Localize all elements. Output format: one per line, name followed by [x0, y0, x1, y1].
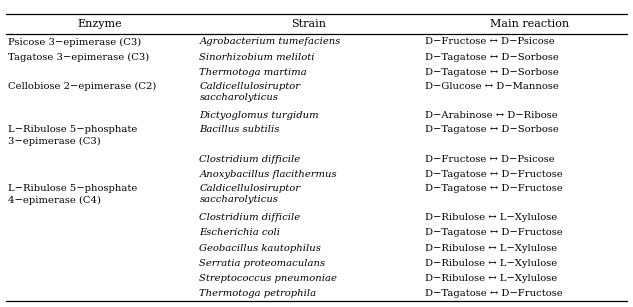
- Text: Thermotoga petrophila: Thermotoga petrophila: [199, 290, 316, 298]
- Text: D−Ribulose ↔ L−Xylulose: D−Ribulose ↔ L−Xylulose: [425, 244, 558, 253]
- Text: Caldicellulosiruptor
saccharolyticus: Caldicellulosiruptor saccharolyticus: [199, 184, 301, 204]
- Text: D−Tagatose ↔ D−Sorbose: D−Tagatose ↔ D−Sorbose: [425, 68, 559, 77]
- Text: Main reaction: Main reaction: [490, 19, 568, 29]
- Text: Streptococcus pneumoniae: Streptococcus pneumoniae: [199, 274, 337, 283]
- Text: D−Tagatose ↔ D−Fructose: D−Tagatose ↔ D−Fructose: [425, 184, 563, 192]
- Text: Clostridium difficile: Clostridium difficile: [199, 155, 301, 164]
- Text: Strain: Strain: [291, 19, 327, 29]
- Text: D−Arabinose ↔ D−Ribose: D−Arabinose ↔ D−Ribose: [425, 111, 558, 120]
- Text: Bacillus subtilis: Bacillus subtilis: [199, 125, 280, 134]
- Text: D−Ribulose ↔ L−Xylulose: D−Ribulose ↔ L−Xylulose: [425, 259, 558, 268]
- Text: D−Ribulose ↔ L−Xylulose: D−Ribulose ↔ L−Xylulose: [425, 274, 558, 283]
- Text: D−Tagatose ↔ D−Fructose: D−Tagatose ↔ D−Fructose: [425, 290, 563, 298]
- Text: D−Tagatose ↔ D−Sorbose: D−Tagatose ↔ D−Sorbose: [425, 53, 559, 62]
- Text: Caldicellulosiruptor
saccharolyticus: Caldicellulosiruptor saccharolyticus: [199, 82, 301, 102]
- Text: D−Fructose ↔ D−Psicose: D−Fructose ↔ D−Psicose: [425, 37, 555, 46]
- Text: D−Tagatose ↔ D−Sorbose: D−Tagatose ↔ D−Sorbose: [425, 125, 559, 134]
- Text: D−Ribulose ↔ L−Xylulose: D−Ribulose ↔ L−Xylulose: [425, 213, 558, 222]
- Text: D−Tagatose ↔ D−Fructose: D−Tagatose ↔ D−Fructose: [425, 228, 563, 238]
- Text: Cellobiose 2−epimerase (C2): Cellobiose 2−epimerase (C2): [8, 82, 156, 91]
- Text: D−Tagatose ↔ D−Fructose: D−Tagatose ↔ D−Fructose: [425, 170, 563, 179]
- Text: Dictyoglomus turgidum: Dictyoglomus turgidum: [199, 111, 319, 120]
- Text: Serratia proteomaculans: Serratia proteomaculans: [199, 259, 325, 268]
- Text: Thermotoga martima: Thermotoga martima: [199, 68, 307, 77]
- Text: Enzyme: Enzyme: [78, 19, 122, 29]
- Text: D−Glucose ↔ D−Mannose: D−Glucose ↔ D−Mannose: [425, 82, 559, 91]
- Text: Tagatose 3−epimerase (C3): Tagatose 3−epimerase (C3): [8, 52, 149, 62]
- Text: Clostridium difficile: Clostridium difficile: [199, 213, 301, 222]
- Text: Sinorhizobium meliloti: Sinorhizobium meliloti: [199, 53, 315, 62]
- Text: Anoxybacillus flacithermus: Anoxybacillus flacithermus: [199, 170, 337, 179]
- Text: Psicose 3−epimerase (C3): Psicose 3−epimerase (C3): [8, 37, 141, 47]
- Text: D−Fructose ↔ D−Psicose: D−Fructose ↔ D−Psicose: [425, 155, 555, 164]
- Text: Agrobacterium tumefaciens: Agrobacterium tumefaciens: [199, 37, 341, 46]
- Text: L−Ribulose 5−phosphate
4−epimerase (C4): L−Ribulose 5−phosphate 4−epimerase (C4): [8, 184, 137, 204]
- Text: Escherichia coli: Escherichia coli: [199, 228, 280, 238]
- Text: L−Ribulose 5−phosphate
3−epimerase (C3): L−Ribulose 5−phosphate 3−epimerase (C3): [8, 125, 137, 146]
- Text: Geobacillus kautophilus: Geobacillus kautophilus: [199, 244, 322, 253]
